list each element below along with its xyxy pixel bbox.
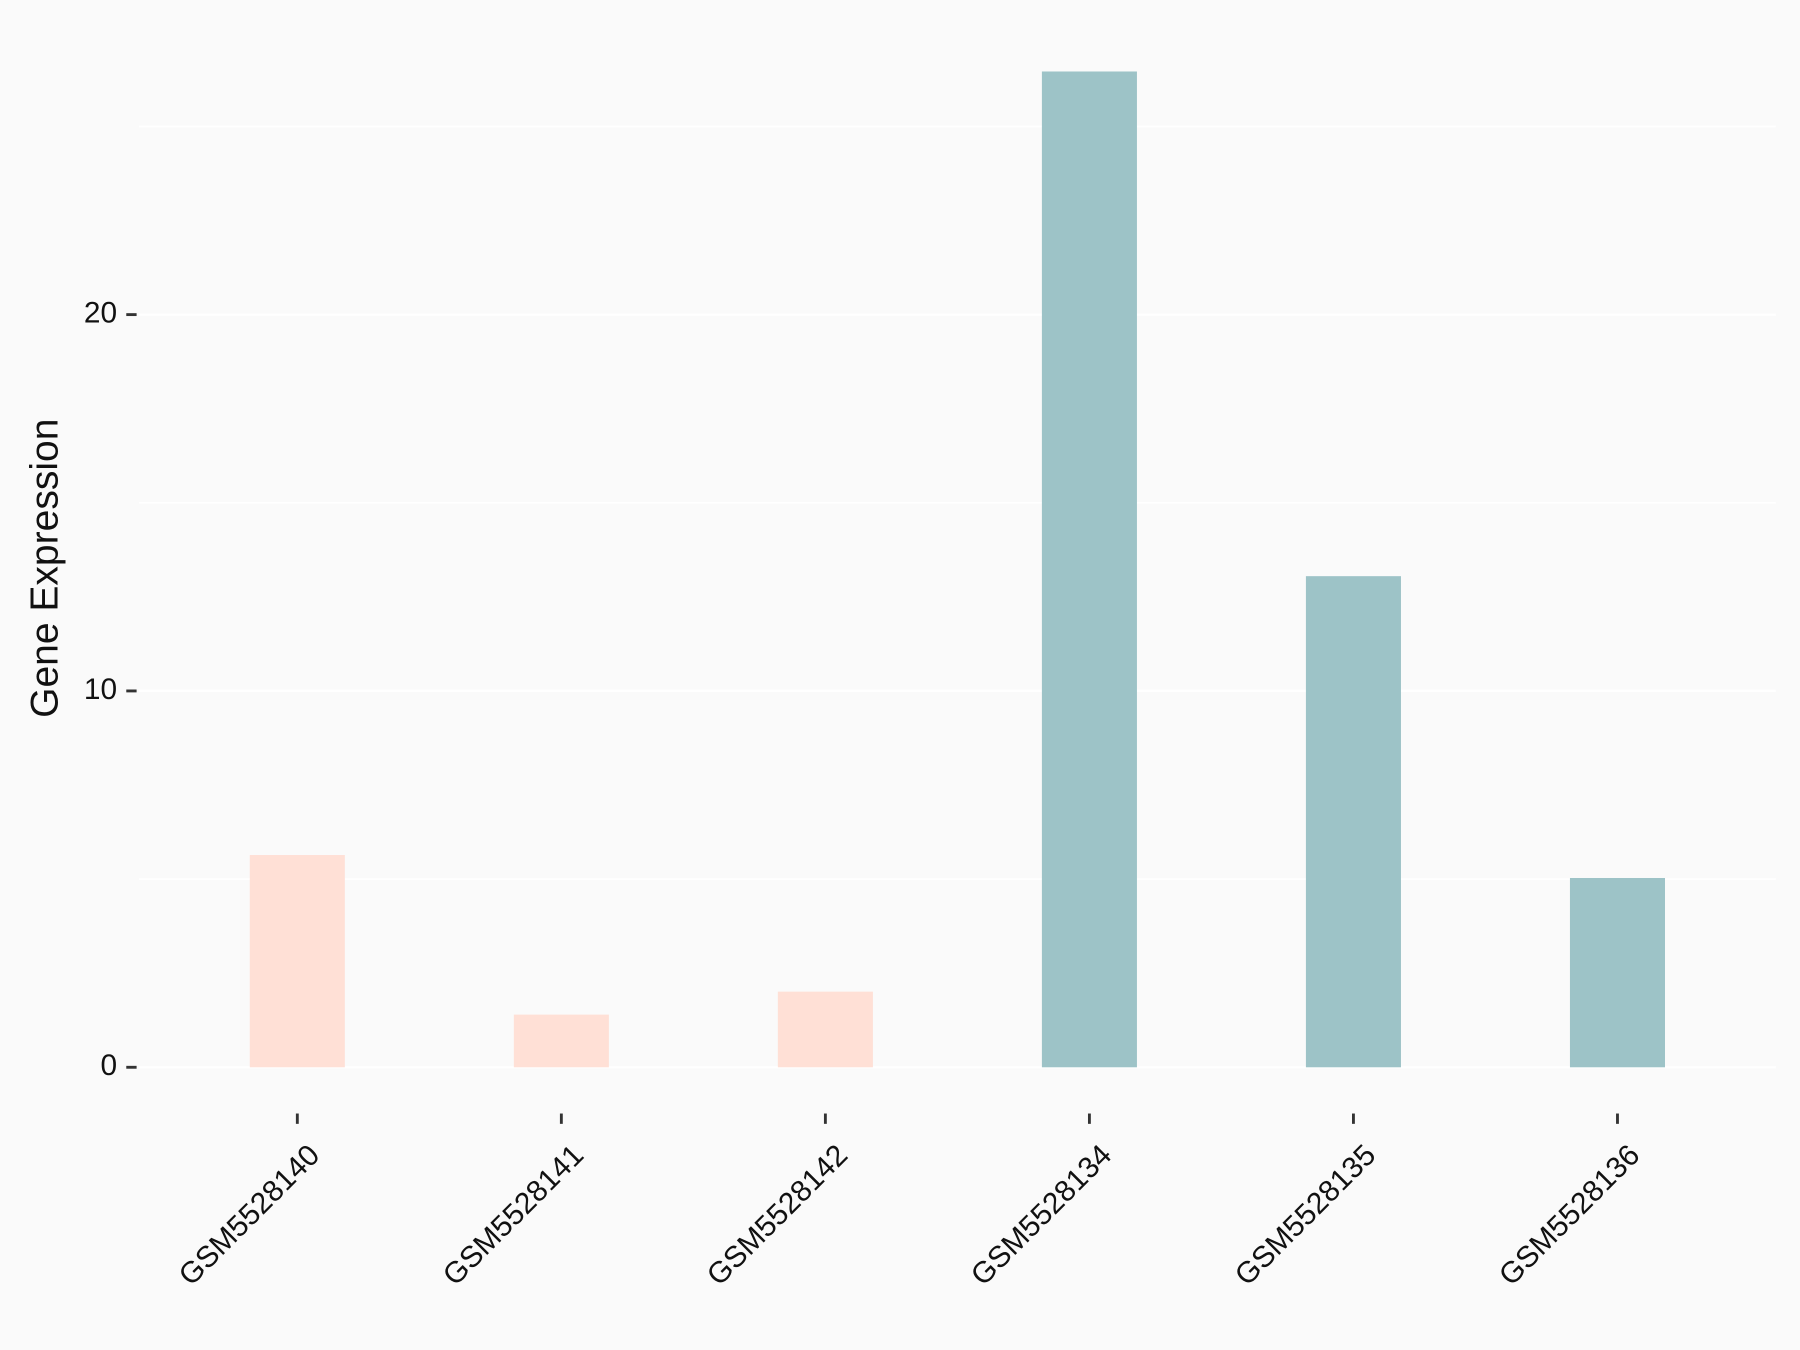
bar bbox=[513, 1014, 609, 1068]
bar bbox=[1569, 877, 1665, 1068]
bar bbox=[1305, 576, 1401, 1068]
y-axis-title: Gene Expression bbox=[23, 419, 66, 718]
y-tick-label: 20 bbox=[84, 296, 117, 329]
y-tick-label: 10 bbox=[84, 673, 117, 706]
bar bbox=[249, 855, 345, 1068]
bar bbox=[1041, 71, 1137, 1068]
y-tick-label: 0 bbox=[100, 1049, 117, 1082]
bar bbox=[777, 991, 873, 1068]
